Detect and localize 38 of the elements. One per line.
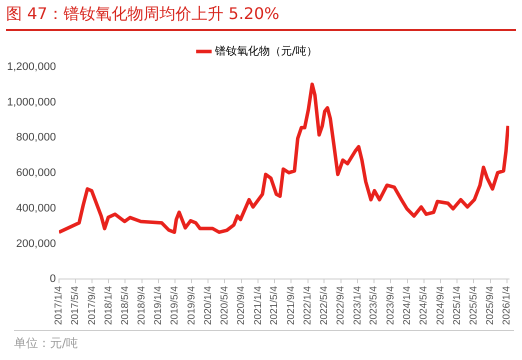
x-tick-label: 2019/1/4	[153, 286, 164, 326]
y-tick-label: 800,000	[16, 132, 56, 144]
x-tick-label: 2019/5/4	[170, 286, 181, 326]
x-tick-label: 2024/1/4	[402, 286, 414, 326]
x-tick-label: 2017/9/4	[86, 286, 98, 326]
y-tick-label: 0	[50, 273, 56, 286]
x-tick-label: 2018/1/4	[103, 286, 114, 326]
x-tick-label: 2024/9/4	[435, 286, 446, 326]
x-tick-label: 2020/1/4	[202, 286, 214, 326]
y-tick-label: 200,000	[16, 238, 56, 250]
x-tick-label: 2024/5/4	[418, 286, 430, 326]
chart-title: 图 47：镨钕氧化物周均价上升 5.20%	[6, 4, 516, 31]
y-tick-label: 1,200,000	[7, 61, 56, 74]
x-tick-label: 2026/1/4	[502, 286, 513, 326]
x-tick-label: 2021/1/4	[252, 286, 264, 326]
x-tick-label: 2023/9/4	[385, 286, 396, 326]
x-tick-label: 2022/9/4	[336, 286, 347, 326]
text: 单位：元/吨	[14, 330, 514, 352]
x-tick-label: 2022/5/4	[318, 286, 330, 326]
x-tick-label: 2023/1/4	[352, 286, 364, 326]
y-tick-label: 600,000	[16, 167, 56, 180]
legend-label: 镨钕氧化物（元/吨）	[214, 44, 318, 58]
x-tick-label: 2023/5/4	[368, 286, 380, 326]
x-tick-label: 2025/9/4	[485, 286, 496, 326]
x-tick-label: 2021/9/4	[286, 286, 297, 326]
x-tick-label: 2025/5/4	[468, 286, 480, 326]
y-tick-label: 400,000	[16, 202, 56, 214]
x-tick-label: 2019/9/4	[186, 286, 198, 326]
x-tick-label: 2020/9/4	[236, 286, 248, 326]
x-tick-label: 2021/5/4	[269, 286, 280, 326]
x-tick-label: 2018/5/4	[120, 286, 131, 326]
y-tick-label: 1,000,000	[7, 96, 56, 108]
x-tick-label: 2022/1/4	[302, 286, 314, 326]
x-tick-label: 2017/5/4	[70, 286, 82, 326]
x-tick-label: 2017/1/4	[54, 286, 65, 326]
x-tick-label: 2018/9/4	[136, 286, 148, 326]
x-tick-label: 2020/5/4	[219, 286, 230, 326]
x-tick-label: 2025/1/4	[452, 286, 463, 326]
